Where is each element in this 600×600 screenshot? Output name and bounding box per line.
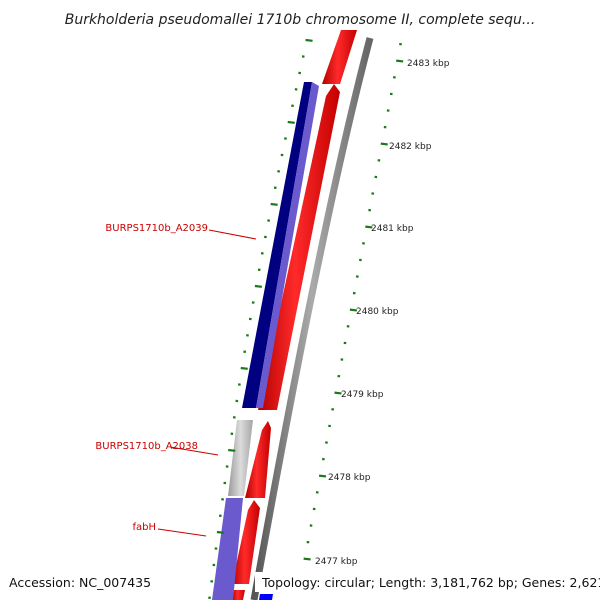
ruler-major-tick: [240, 366, 248, 370]
ruler-major-tick: [216, 530, 225, 534]
leader-line: [208, 229, 257, 240]
gene-label-text[interactable]: BURPS1710b_A2039: [105, 223, 208, 234]
ruler-major-tick: [349, 308, 358, 312]
backbone-line: [250, 37, 374, 600]
ruler-ticks: [208, 38, 404, 599]
ruler-major-tick: [396, 59, 404, 63]
forward-cds-a2039: [258, 84, 340, 410]
gene-a2038-gray: [228, 420, 253, 496]
ruler-major-tick: [334, 391, 342, 395]
ruler-major-tick: [270, 202, 278, 206]
gene-blue-bottom: [259, 594, 273, 600]
tick-label-2477: 2477 kbp: [315, 557, 358, 567]
accession-text: Accession: NC_007435: [9, 575, 151, 590]
gene-label-text[interactable]: BURPS1710b_A2038: [95, 441, 198, 452]
ruler-major-tick: [287, 120, 295, 124]
ruler-major-tick: [303, 557, 311, 561]
tick-label-2479: 2479 kbp: [341, 390, 384, 400]
forward-cds-top: [322, 30, 357, 84]
forward-cds-track: [232, 30, 357, 600]
forward-cds-fabh: [232, 500, 260, 584]
tick-label-2478: 2478 kbp: [328, 473, 371, 483]
tick-label-2483: 2483 kbp: [407, 59, 450, 69]
footer-backdrop: [255, 572, 600, 592]
ruler-major-tick: [318, 474, 327, 478]
ruler-labels: 2483 kbp 2482 kbp 2481 kbp 2480 kbp 2479…: [315, 59, 450, 567]
ruler-major-tick: [305, 38, 313, 42]
ruler-major-tick: [365, 225, 373, 229]
reverse-cds-fabh: [212, 498, 243, 600]
topology-text: Topology: circular; Length: 3,181,762 bp…: [261, 575, 600, 590]
forward-cds-a2038: [245, 421, 271, 498]
gene-label-a2039[interactable]: BURPS1710b_A2039: [105, 223, 257, 240]
tick-label-2481: 2481 kbp: [371, 224, 414, 234]
forward-cds-bottom: [232, 590, 245, 600]
reverse-cds-a2039-inner: [256, 82, 319, 408]
tick-label-2482: 2482 kbp: [389, 142, 432, 152]
reverse-cds-track: [212, 82, 319, 600]
gene-label-fabh[interactable]: fabH: [132, 522, 207, 537]
ruler-major-tick: [228, 448, 236, 452]
reverse-cds-a2039-outer: [242, 82, 312, 408]
leader-line: [169, 446, 219, 456]
gene-label-a2038[interactable]: BURPS1710b_A2038: [95, 441, 219, 456]
ruler-major-tick: [380, 142, 388, 146]
tick-label-2480: 2480 kbp: [356, 307, 399, 317]
map-title: Burkholderia pseudomallei 1710b chromoso…: [65, 12, 536, 28]
leader-line: [157, 528, 207, 537]
ruler-major-tick: [254, 284, 263, 288]
gene-label-text[interactable]: fabH: [132, 522, 156, 533]
